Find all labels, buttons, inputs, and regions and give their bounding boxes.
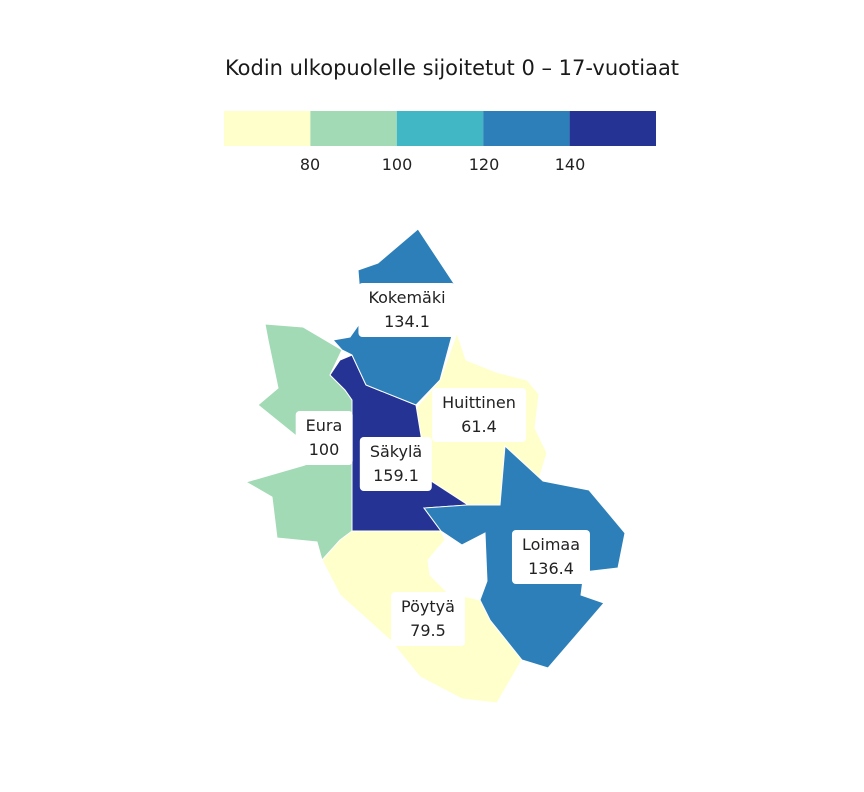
label-sakyla-name: Säkylä [369, 442, 423, 461]
label-loimaa-value: 136.4 [528, 559, 574, 578]
color-legend [224, 111, 656, 146]
label-kokemaki: Kokemäki 134.1 [358, 283, 456, 337]
legend-tick-100: 100 [381, 155, 413, 174]
label-loimaa-name: Loimaa [521, 535, 581, 554]
map-title: Kodin ulkopuolelle sijoitetut 0 – 17-vuo… [224, 56, 680, 80]
legend-bin-2 [310, 111, 397, 146]
legend-tick-140: 140 [554, 155, 586, 174]
label-loimaa: Loimaa 136.4 [511, 530, 591, 584]
label-eura-value: 100 [308, 440, 340, 459]
legend-bin-1 [224, 111, 311, 146]
legend-bin-4 [483, 111, 570, 146]
label-huittinen-value: 61.4 [461, 417, 497, 436]
label-kokemaki-name: Kokemäki [368, 288, 446, 307]
legend-tick-120: 120 [468, 155, 500, 174]
label-sakyla-value: 159.1 [373, 466, 419, 485]
legend-bin-5 [569, 111, 656, 146]
legend-tick-80: 80 [299, 155, 321, 174]
label-poytya-value: 79.5 [410, 621, 446, 640]
label-sakyla: Säkylä 159.1 [359, 437, 433, 491]
label-poytya-name: Pöytyä [401, 597, 455, 616]
legend-bin-3 [396, 111, 484, 146]
label-eura: Eura 100 [295, 411, 353, 465]
label-huittinen-name: Huittinen [442, 393, 516, 412]
label-poytya: Pöytyä 79.5 [391, 592, 465, 646]
label-huittinen: Huittinen 61.4 [432, 388, 526, 442]
label-eura-name: Eura [305, 416, 343, 435]
label-kokemaki-value: 134.1 [384, 312, 430, 331]
